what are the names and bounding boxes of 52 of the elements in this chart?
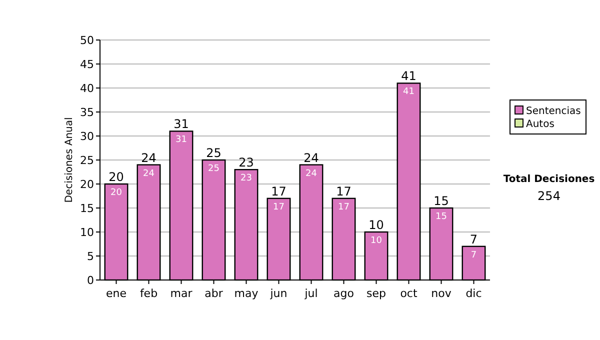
data-label: 17 <box>338 202 350 212</box>
total-label: 31 <box>174 117 189 132</box>
y-tick-label: 15 <box>80 202 94 215</box>
x-tick-label: oct <box>400 287 418 300</box>
x-tick-label: abr <box>204 287 224 300</box>
y-tick-label: 0 <box>87 274 94 287</box>
total-label: 7 <box>470 232 478 246</box>
total-label: 24 <box>141 150 156 165</box>
y-tick-label: 25 <box>80 154 94 167</box>
x-tick-label: ene <box>106 287 127 300</box>
data-label: 15 <box>436 212 447 222</box>
total-label: 23 <box>238 156 254 170</box>
total-label: 17 <box>336 184 352 198</box>
total-label: 15 <box>434 194 449 208</box>
y-tick-label: 45 <box>80 58 94 71</box>
x-tick-label: ago <box>334 287 354 300</box>
data-label: 17 <box>273 202 284 212</box>
data-label: 31 <box>176 135 187 146</box>
data-label: 10 <box>370 236 382 246</box>
x-tick-label: dic <box>466 287 482 300</box>
data-label: 24 <box>306 168 318 179</box>
x-tick-label: may <box>234 287 259 300</box>
legend-label: Autos <box>526 119 554 130</box>
total-label: 24 <box>304 150 319 165</box>
total-label: 10 <box>368 218 384 232</box>
x-tick-label: feb <box>140 287 158 300</box>
x-tick-label: nov <box>431 287 452 300</box>
total-label: 41 <box>401 69 416 84</box>
y-axis-title: Decisiones Anual <box>64 117 75 203</box>
y-tick-label: 30 <box>80 130 94 143</box>
legend-label: Sentencias <box>526 106 581 117</box>
y-tick-label: 50 <box>80 34 94 47</box>
total-label: 17 <box>271 184 286 198</box>
y-tick-label: 40 <box>80 82 94 95</box>
x-tick-label: sep <box>366 287 386 300</box>
data-label: 41 <box>403 87 414 98</box>
data-label: 25 <box>208 164 220 174</box>
data-label: 24 <box>143 168 155 179</box>
total-label: 25 <box>206 146 222 160</box>
text: Total Decisiones <box>503 174 595 185</box>
x-tick-label: mar <box>170 287 193 300</box>
data-label: 20 <box>110 188 122 198</box>
data-label: 23 <box>240 174 252 184</box>
total-label: 20 <box>108 170 124 184</box>
y-tick-label: 20 <box>80 178 94 191</box>
y-tick-label: 35 <box>80 106 94 119</box>
text: 254 <box>538 189 560 203</box>
y-tick-label: 5 <box>87 250 94 263</box>
x-tick-label: jun <box>269 287 288 300</box>
y-tick-label: 10 <box>80 226 94 239</box>
data-label: 7 <box>470 250 477 260</box>
x-tick-label: jul <box>304 287 318 300</box>
